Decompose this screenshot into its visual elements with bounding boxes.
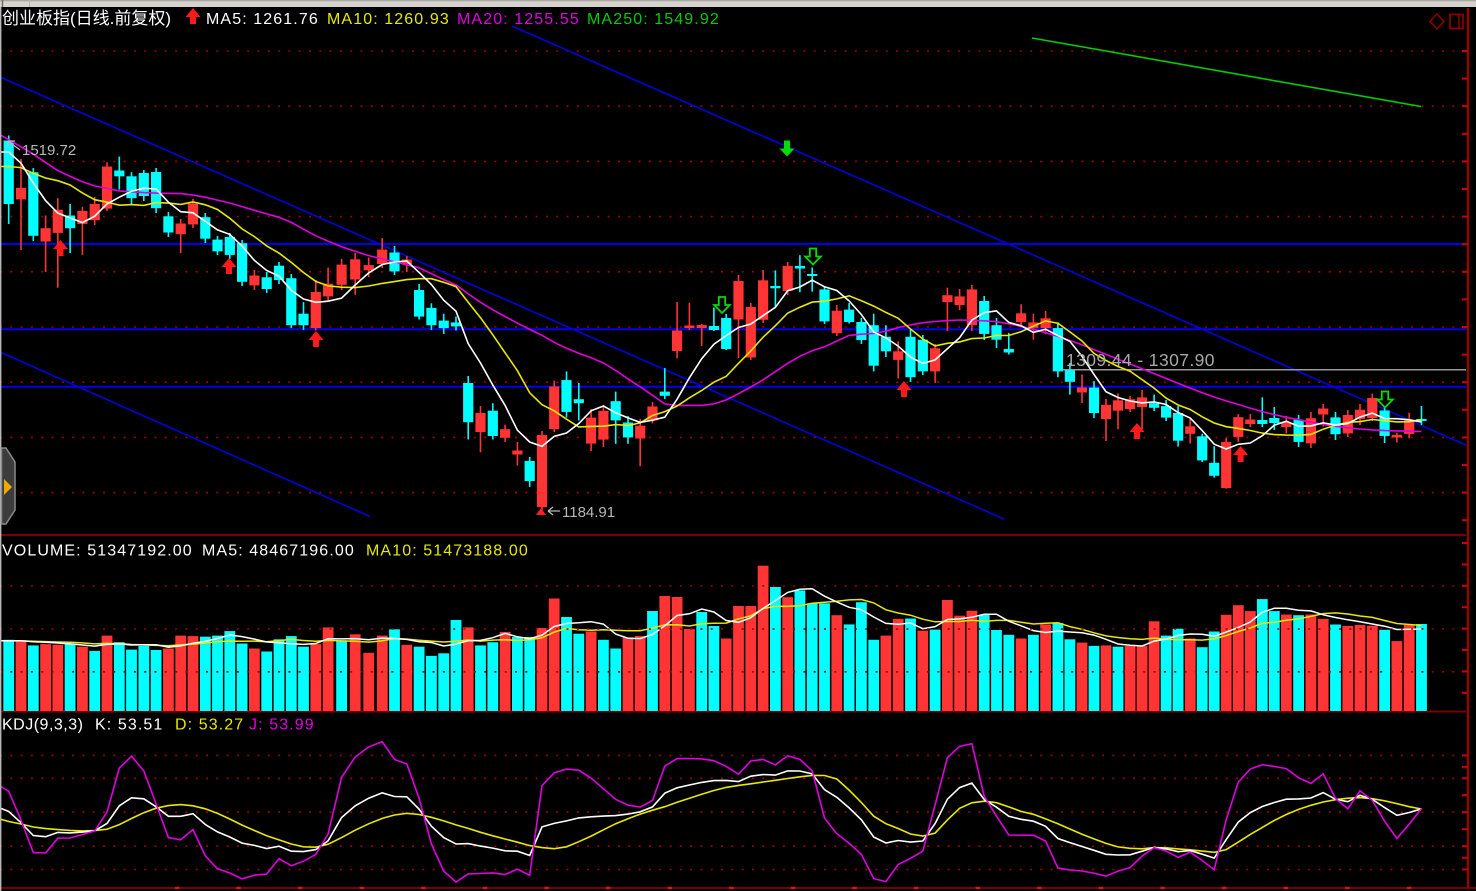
svg-text:K: 53.51: K: 53.51 <box>95 717 163 734</box>
svg-text:MA5: 1261.76: MA5: 1261.76 <box>206 11 319 28</box>
svg-text:1184.91: 1184.91 <box>562 504 615 521</box>
svg-text:KDJ(9,3,3): KDJ(9,3,3) <box>2 717 83 734</box>
svg-text:MA250: 1549.92: MA250: 1549.92 <box>587 11 720 28</box>
svg-text:J: 53.99: J: 53.99 <box>249 717 315 734</box>
svg-text:MA10: 1260.93: MA10: 1260.93 <box>327 11 450 28</box>
svg-text:1309.44 - 1307.90: 1309.44 - 1307.90 <box>1066 350 1215 370</box>
svg-text:MA10: 51473188.00: MA10: 51473188.00 <box>366 543 529 560</box>
svg-text:D: 53.27: D: 53.27 <box>175 717 244 734</box>
svg-text:创业板指(日线.前复权): 创业板指(日线.前复权) <box>2 9 171 28</box>
svg-text:MA5: 48467196.00: MA5: 48467196.00 <box>202 543 355 560</box>
svg-text:MA20: 1255.55: MA20: 1255.55 <box>457 11 580 28</box>
svg-text:1519.72: 1519.72 <box>22 142 76 159</box>
svg-text:VOLUME: 51347192.00: VOLUME: 51347192.00 <box>2 543 193 560</box>
